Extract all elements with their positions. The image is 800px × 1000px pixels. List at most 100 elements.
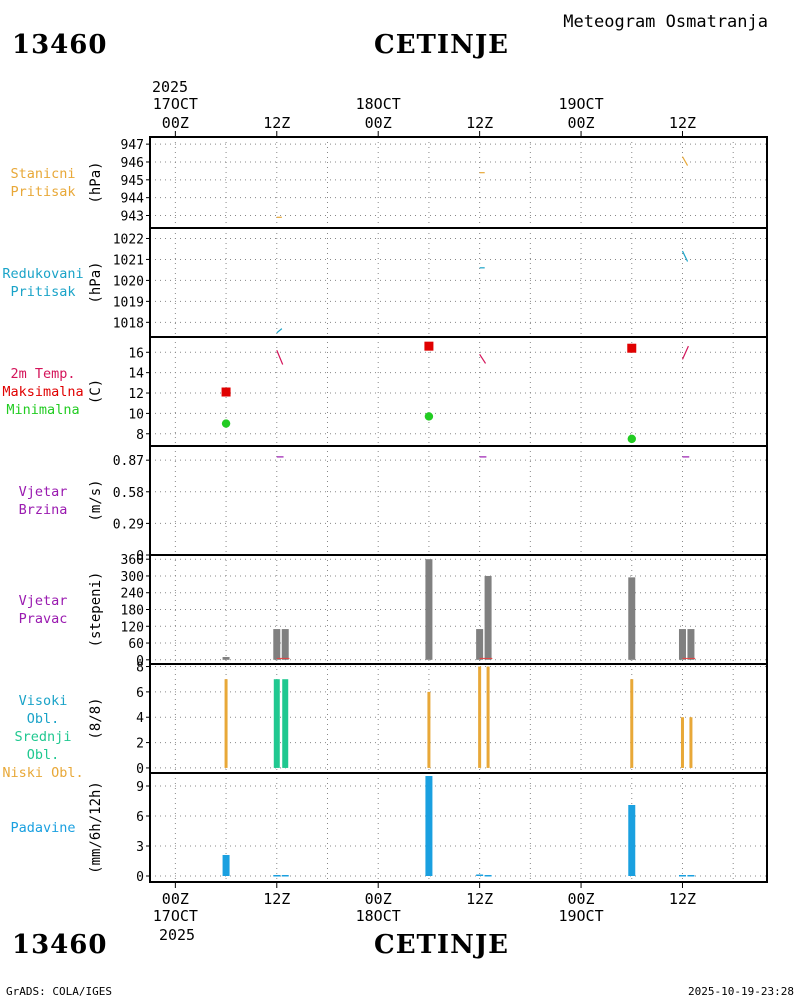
station-pressure-panel: 943 944 945 946 947 (hPa): [88, 136, 768, 229]
wind-direction-bar: [281, 629, 289, 660]
panel-frame: [149, 136, 768, 229]
y-tick-label: 947: [121, 138, 144, 153]
y-tick-label: 8: [136, 428, 144, 443]
wind-direction-bar: [678, 629, 686, 660]
unit-label-reduced-pressure: (hPa): [88, 261, 104, 303]
hour-label-top: 12Z: [669, 114, 696, 132]
chart-title: Meteogram Osmatranja: [563, 12, 768, 32]
panel-label-line: Padavine: [10, 819, 76, 836]
panel-label-line: Pritisak: [10, 283, 76, 300]
date-label-top: 17OCT: [153, 95, 198, 113]
wind-direction-label: Vjetar Pravac: [0, 592, 86, 628]
low-cloud-bar: [427, 691, 431, 768]
precipitation-bar: [222, 855, 230, 876]
y-tick-label: 120: [121, 620, 144, 635]
panel-frame: [149, 227, 768, 338]
wind-direction-bar: [273, 629, 281, 660]
y-tick-label: 16: [128, 346, 144, 361]
panel-label-line: Vjetar: [18, 483, 68, 500]
y-tick-label: 1020: [113, 274, 144, 289]
hour-label-bottom: 00Z: [162, 890, 189, 908]
low-cloud-bar: [224, 679, 228, 768]
y-tick-label: 943: [121, 210, 144, 225]
hour-label-bottom: 00Z: [568, 890, 595, 908]
precipitation-bar: [687, 875, 695, 877]
low-cloud-bar: [486, 666, 490, 768]
unit-label-precipitation: (mm/6h/12h): [88, 781, 104, 874]
y-tick-label: 946: [121, 156, 144, 171]
low-cloud-bar: [680, 717, 684, 768]
y-tick-label: 12: [128, 387, 144, 402]
y-tick-label: 360: [121, 553, 144, 568]
precipitation-bar: [678, 875, 686, 877]
station-pressure-label: Stanicni Pritisak: [0, 165, 86, 201]
y-tick-label: 6: [136, 686, 144, 701]
clouds-label: Visoki Obl. Srednji Obl. Niski Obl.: [0, 692, 86, 782]
low-cloud-bar: [478, 666, 482, 768]
temp-trace-segment: [681, 345, 689, 360]
y-tick-label: 0: [136, 762, 144, 777]
panel-label-line: Vjetar: [18, 592, 68, 609]
hour-label-bottom: 12Z: [669, 890, 696, 908]
date-label-bottom: 19OCT: [558, 907, 603, 925]
panel-frame: [149, 445, 768, 556]
mid-cloud-bar: [273, 679, 280, 768]
panel-frame: [149, 772, 768, 883]
min-temp-marker: [627, 434, 636, 444]
unit-label-station-pressure: (hPa): [88, 161, 104, 203]
temperature-label: 2m Temp. Maksimalna Minimalna: [0, 365, 86, 419]
y-tick-label: 0.87: [113, 454, 144, 469]
hour-label-top: 00Z: [162, 114, 189, 132]
y-tick-label: 14: [128, 367, 144, 382]
hour-label-bottom: 12Z: [466, 890, 493, 908]
y-tick-label: 10: [128, 407, 144, 422]
wind-direction-bar: [222, 657, 230, 660]
y-tick-label: 944: [121, 192, 145, 207]
unit-label-temperature: (C): [88, 379, 104, 404]
panel-label-line: Pritisak: [10, 183, 76, 200]
date-label-bottom: 17OCT: [153, 907, 198, 925]
wind-direction-bar: [425, 559, 433, 660]
wind-direction-bar: [687, 629, 695, 660]
precipitation-label: Padavine: [0, 819, 86, 837]
unit-label-wind-direction: (stepeni): [88, 572, 104, 648]
station-name-bottom: CETINJE: [374, 930, 509, 960]
panel-label-line: Maksimalna: [2, 383, 84, 400]
mid-cloud-bar: [282, 679, 289, 768]
precipitation-bar: [484, 875, 492, 877]
panel-label-line: Brzina: [18, 501, 68, 518]
temp-trace-segment: [479, 353, 487, 364]
panel-label-line: Redukovani: [2, 265, 84, 282]
precipitation-panel: 0 3 6 9 (mm/6h/12h): [88, 772, 768, 885]
date-label-bottom: 18OCT: [356, 907, 401, 925]
hour-label-top: 00Z: [365, 114, 392, 132]
precipitation-bar: [281, 875, 289, 877]
panel-label-line: Niski Obl.: [2, 764, 84, 781]
y-tick-label: 300: [121, 570, 144, 585]
date-label-top: 19OCT: [558, 95, 603, 113]
station-code-top: 13460: [12, 30, 108, 60]
max-temp-marker: [221, 387, 231, 397]
min-temp-marker: [221, 419, 231, 428]
y-tick-label: 6: [136, 810, 144, 825]
y-tick-label: 945: [121, 174, 144, 189]
precipitation-bar: [273, 875, 281, 877]
panel-frame: [149, 663, 768, 774]
pressure-segment: [681, 156, 689, 166]
max-temp-marker: [627, 343, 637, 353]
precipitation-bar: [476, 874, 484, 876]
precipitation-bar: [425, 776, 433, 876]
hour-label-top: 00Z: [568, 114, 595, 132]
panel-label-line: Pravac: [18, 610, 68, 627]
y-tick-label: 180: [121, 604, 144, 619]
hour-label-bottom: 12Z: [263, 890, 290, 908]
panel-label-line: Minimalna: [6, 401, 80, 418]
min-temp-marker: [424, 412, 434, 421]
low-cloud-bar: [689, 717, 693, 768]
footer-timestamp: 2025-10-19-23:28: [688, 985, 794, 998]
hour-label-top: 12Z: [263, 114, 290, 132]
wind-direction-bar: [484, 575, 492, 660]
y-tick-label: 1019: [113, 295, 144, 310]
y-tick-label: 9: [136, 780, 144, 795]
